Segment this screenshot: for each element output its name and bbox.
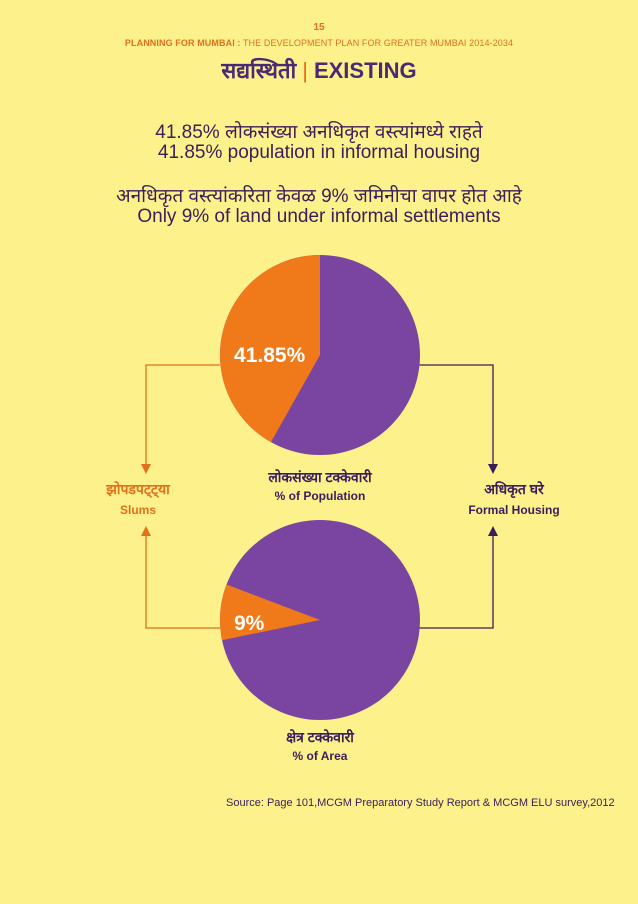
legend-formal-marathi: अधिकृत घरे	[484, 481, 545, 499]
slums-arrow-top-head	[141, 464, 151, 474]
area-pie-title-marathi: क्षेत्र टक्केवारी	[286, 729, 355, 745]
area-pie: 9%	[220, 520, 420, 720]
slums-arrow-bottom	[145, 532, 220, 629]
section-title-english: EXISTING	[313, 58, 417, 83]
document-header-title: PLANNING FOR MUMBAI :	[124, 38, 241, 48]
population-pie: 41.85%	[220, 255, 420, 455]
statement-land-marathi: अनधिकृत वस्त्यांकरिता केवळ 9% जमिनीचा वा…	[116, 186, 522, 207]
formal-arrow-top-head	[488, 464, 498, 474]
population-pie-title-english: % of Population	[275, 489, 366, 503]
legend-slums-english: Slums	[120, 503, 156, 517]
slums-arrow-top	[145, 364, 220, 468]
population-pie-slums-data-label: 41.85%	[234, 344, 306, 367]
section-title: सद्यस्थिती | EXISTING	[0, 55, 638, 85]
formal-arrow-bottom	[418, 532, 494, 629]
formal-arrow-bottom-head	[488, 526, 498, 536]
section-title-separator: |	[302, 58, 308, 83]
page-number: 15	[313, 22, 325, 33]
statement-population-marathi: 41.85% लोकसंख्या अनधिकृत वस्त्यांमध्ये र…	[155, 122, 483, 143]
legend-slums-marathi: झोपडपट्ट्या	[105, 481, 171, 498]
statement-population-english: 41.85% population in informal housing	[157, 142, 481, 163]
source-note: Source: Page 101,MCGM Preparatory Study …	[226, 797, 615, 809]
area-pie-title-english: % of Area	[293, 749, 348, 763]
area-pie-slice-slums	[220, 584, 320, 641]
document-header-subtitle: THE DEVELOPMENT PLAN FOR GREATER MUMBAI …	[240, 38, 514, 48]
slums-arrow-bottom-head	[141, 526, 151, 536]
legend-formal-english: Formal Housing	[468, 503, 559, 517]
formal-arrow-top	[418, 364, 494, 468]
area-pie-slums-data-label: 9%	[234, 612, 265, 635]
section-title-marathi: सद्यस्थिती	[221, 58, 297, 83]
population-pie-slice-slums	[220, 255, 320, 443]
statement-land-english: Only 9% of land under informal settlemen…	[137, 206, 501, 227]
population-pie-title-marathi: लोकसंख्या टक्केवारी	[267, 469, 373, 485]
document-header: PLANNING FOR MUMBAI : THE DEVELOPMENT PL…	[0, 38, 638, 48]
